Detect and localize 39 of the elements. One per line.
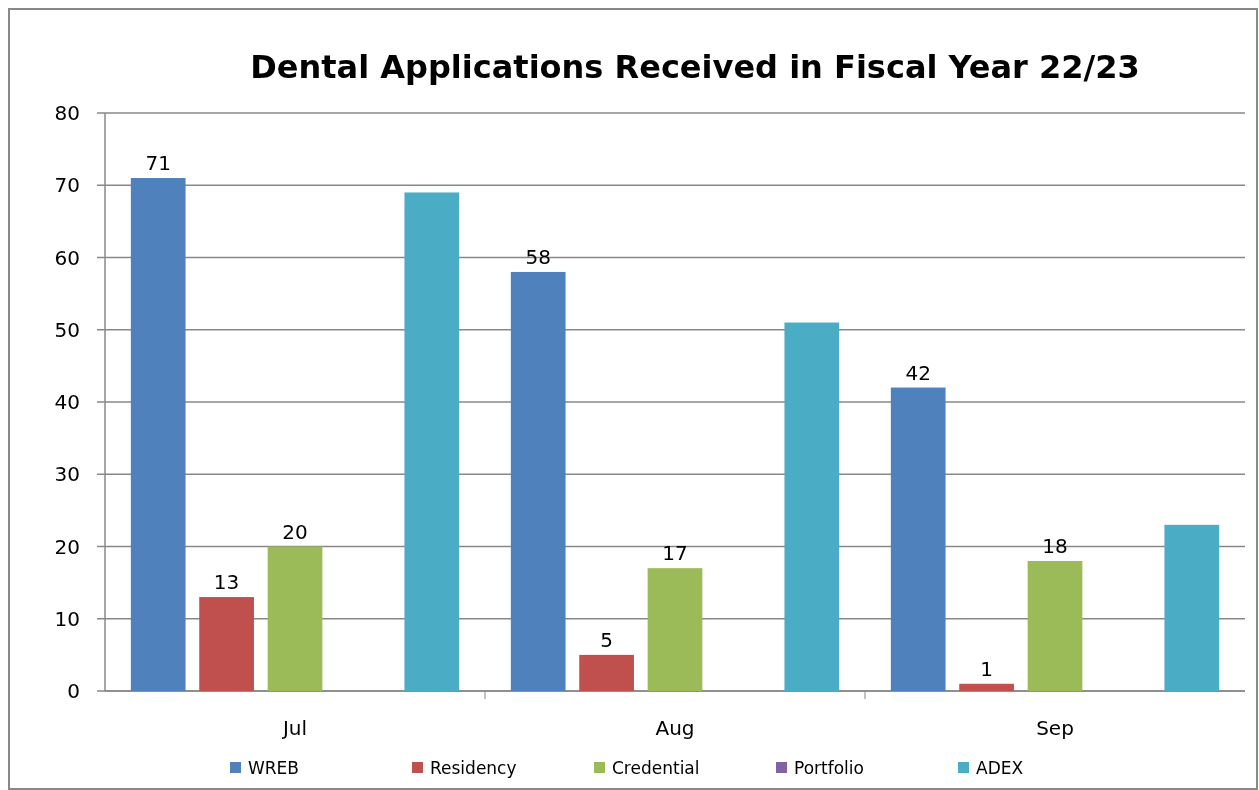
bar: [1027, 560, 1083, 691]
y-tick-label: 20: [54, 534, 80, 559]
data-label: 18: [1042, 533, 1068, 558]
bar: [579, 654, 634, 691]
bar: [130, 178, 186, 691]
bar: [267, 546, 323, 691]
data-label: 58: [525, 244, 551, 269]
y-tick-label: 60: [54, 245, 80, 270]
y-tick-label: 50: [54, 317, 80, 342]
bar: [784, 322, 840, 691]
legend-label: WREB: [248, 757, 300, 778]
y-tick-label: 70: [54, 173, 80, 198]
bar: [959, 683, 1014, 691]
x-tick-label: Sep: [1036, 716, 1074, 740]
data-label: 13: [213, 570, 240, 595]
legend-label: ADEX: [976, 757, 1024, 778]
x-tick-label: Aug: [655, 716, 695, 740]
bar: [647, 568, 703, 691]
y-tick-label: 0: [67, 679, 80, 703]
y-tick-label: 80: [54, 101, 80, 125]
legend-label: Residency: [430, 757, 517, 778]
data-label: 5: [600, 627, 613, 652]
y-tick-label: 10: [54, 606, 80, 631]
legend-label: Portfolio: [794, 757, 864, 778]
data-label: 17: [662, 541, 688, 566]
data-label: 42: [905, 360, 931, 385]
y-tick-label: 40: [54, 390, 80, 414]
bar: [510, 271, 566, 691]
bar: [890, 387, 946, 691]
data-label: 1: [980, 656, 993, 681]
bar: [404, 192, 460, 691]
legend-label: Credential: [612, 757, 700, 778]
x-tick-label: Jul: [280, 716, 308, 740]
data-label: 20: [282, 519, 308, 544]
y-tick-label: 30: [54, 462, 80, 487]
data-label: 71: [145, 151, 171, 176]
chart-title: Dental Applications Received in Fiscal Year 22/23: [250, 48, 1140, 86]
bar: [1164, 524, 1220, 691]
bar: [199, 597, 254, 691]
